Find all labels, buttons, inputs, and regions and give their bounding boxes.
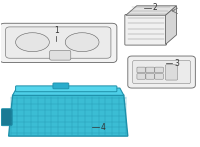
FancyBboxPatch shape [1, 109, 12, 126]
FancyBboxPatch shape [6, 27, 111, 58]
FancyBboxPatch shape [146, 74, 154, 79]
FancyBboxPatch shape [166, 65, 177, 80]
FancyBboxPatch shape [137, 67, 145, 73]
Polygon shape [166, 6, 176, 44]
FancyBboxPatch shape [155, 74, 163, 79]
Text: 3: 3 [174, 59, 179, 68]
FancyBboxPatch shape [53, 83, 69, 89]
Polygon shape [126, 6, 176, 15]
FancyBboxPatch shape [16, 86, 117, 92]
FancyBboxPatch shape [133, 60, 190, 84]
Text: 1: 1 [54, 26, 59, 35]
FancyBboxPatch shape [137, 74, 145, 79]
FancyBboxPatch shape [146, 67, 154, 73]
Polygon shape [9, 95, 128, 136]
Polygon shape [13, 88, 124, 95]
Text: 2: 2 [153, 4, 157, 12]
Ellipse shape [65, 33, 99, 52]
FancyBboxPatch shape [50, 50, 71, 60]
Text: 4: 4 [101, 123, 106, 132]
FancyBboxPatch shape [125, 15, 167, 45]
FancyBboxPatch shape [0, 23, 117, 63]
Ellipse shape [16, 33, 49, 52]
FancyBboxPatch shape [155, 67, 163, 73]
FancyBboxPatch shape [128, 56, 195, 88]
